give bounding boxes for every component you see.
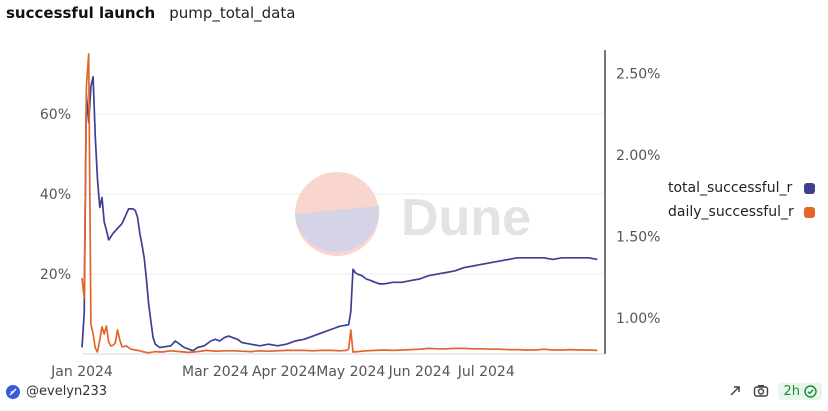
series-lines (81, 53, 598, 354)
x-axis: Jan 2024 Mar 2024 Apr 2024 May 2024 Jun 2024… (50, 364, 515, 380)
avatar (6, 384, 20, 399)
series-line-daily_successful_r (81, 53, 598, 354)
series-line-total_successful_r (81, 75, 598, 352)
right-tick-label: 2.50% (616, 67, 660, 83)
grid-lines (82, 50, 606, 355)
left-tick-label: 40% (40, 187, 71, 203)
refresh-age: 2h (783, 383, 800, 399)
left-axis: 20% 40% 60% (40, 107, 71, 283)
legend: total_successful_r daily_successful_r (668, 176, 815, 224)
legend-label-total: total_successful_r (668, 180, 793, 196)
query-name[interactable]: pump_total_data (169, 4, 296, 22)
legend-label-daily: daily_successful_r (668, 204, 794, 220)
legend-swatch-total (804, 182, 815, 194)
watermark-text: Dune (401, 189, 531, 247)
author-name: @evelyn233 (26, 384, 108, 399)
x-tick-label: Jul 2024 (457, 364, 515, 380)
right-axis: 1.00% 1.50% 2.00% 2.50% (616, 67, 660, 328)
x-tick-label: Mar 2024 (182, 364, 249, 380)
footer: @evelyn233 2h (0, 382, 828, 406)
right-tick-label: 2.00% (616, 148, 660, 164)
camera-icon[interactable] (752, 382, 770, 400)
right-tick-label: 1.00% (616, 311, 660, 327)
left-tick-label: 60% (40, 107, 71, 123)
x-tick-label: May 2024 (316, 364, 385, 380)
x-tick-label: Apr 2024 (252, 364, 316, 380)
feather-icon (9, 388, 17, 395)
right-tick-label: 1.50% (616, 230, 660, 246)
refresh-badge[interactable]: 2h (778, 382, 822, 400)
legend-swatch-daily (804, 206, 815, 218)
line-chart: Dune 20% 40% 60% 1.00% 1.50% 2.00% 2.50% Jan … (40, 50, 660, 380)
check-circle-icon (804, 384, 817, 398)
legend-item-total[interactable]: total_successful_r (668, 176, 815, 200)
chart-title: successful launch (6, 4, 156, 22)
x-tick-label: Jan 2024 (50, 364, 113, 380)
legend-item-daily[interactable]: daily_successful_r (668, 200, 815, 224)
footer-tools: 2h (726, 382, 822, 400)
share-icon[interactable] (726, 382, 744, 400)
left-tick-label: 20% (40, 267, 71, 283)
dune-watermark: Dune (295, 172, 531, 256)
chart-header: successful launch pump_total_data (6, 4, 295, 28)
author[interactable]: @evelyn233 (6, 384, 107, 399)
x-tick-label: Jun 2024 (388, 364, 451, 380)
